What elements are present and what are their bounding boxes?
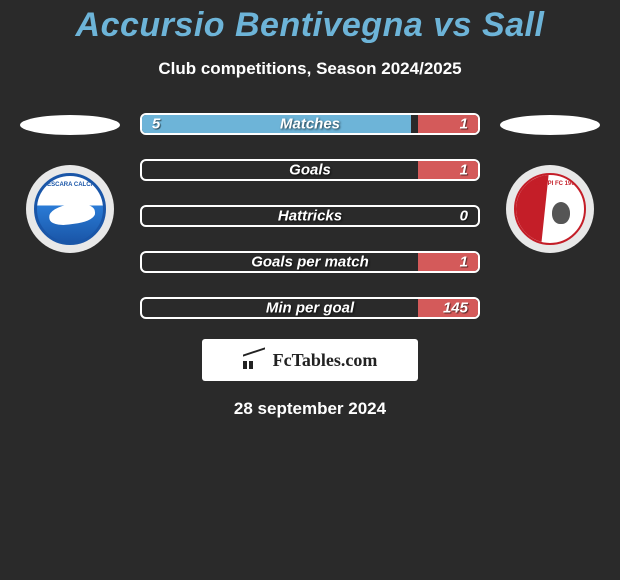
brand-text: FcTables.com [273, 350, 378, 371]
stat-fill-right [418, 115, 478, 133]
stat-bars: 5 1 Matches 1 Goals 0 Hattricks 1 Goals per matc… [140, 113, 480, 319]
stat-bar: 0 Hattricks [140, 205, 480, 227]
left-player-col: PESCARA CALCIO [20, 113, 120, 253]
stat-right-value: 145 [443, 300, 468, 317]
comparison-card: Accursio Bentivegna vs Sall Club competi… [0, 0, 620, 419]
stat-bar: 1 Goals per match [140, 251, 480, 273]
stat-label: Hattricks [278, 208, 342, 225]
stat-label: Min per goal [266, 300, 354, 317]
brand-badge[interactable]: FcTables.com [202, 339, 418, 381]
stat-right-value: 0 [460, 208, 468, 225]
main-row: PESCARA CALCIO 5 1 Matches 1 Goals 0 Hattricks… [0, 113, 620, 319]
chart-icon [243, 351, 265, 369]
crest-ring-right: CARPI FC 1909 [506, 165, 594, 253]
crest-ring-left: PESCARA CALCIO [26, 165, 114, 253]
stat-bar: 145 Min per goal [140, 297, 480, 319]
crest-label-right: CARPI FC 1909 [535, 181, 578, 187]
stat-label: Matches [280, 116, 340, 133]
team-crest-right: CARPI FC 1909 [506, 165, 594, 253]
player-silhouette-left [20, 115, 120, 135]
stat-fill-left [142, 115, 411, 133]
stat-bar: 5 1 Matches [140, 113, 480, 135]
crest-label-left: PESCARA CALCIO [37, 182, 103, 188]
stat-left-value: 5 [152, 116, 160, 133]
date-label: 28 september 2024 [0, 399, 620, 419]
stat-right-value: 1 [460, 162, 468, 179]
team-crest-left: PESCARA CALCIO [26, 165, 114, 253]
carpi-crest-icon: CARPI FC 1909 [514, 173, 586, 245]
player-silhouette-right [500, 115, 600, 135]
stat-label: Goals [289, 162, 331, 179]
stat-label: Goals per match [251, 254, 369, 271]
stat-right-value: 1 [460, 116, 468, 133]
stat-fill-right [418, 161, 478, 179]
subtitle: Club competitions, Season 2024/2025 [0, 59, 620, 79]
stat-fill-right [418, 253, 478, 271]
page-title: Accursio Bentivegna vs Sall [0, 6, 620, 45]
stat-right-value: 1 [460, 254, 468, 271]
stat-bar: 1 Goals [140, 159, 480, 181]
right-player-col: CARPI FC 1909 [500, 113, 600, 253]
pescara-crest-icon: PESCARA CALCIO [34, 173, 106, 245]
